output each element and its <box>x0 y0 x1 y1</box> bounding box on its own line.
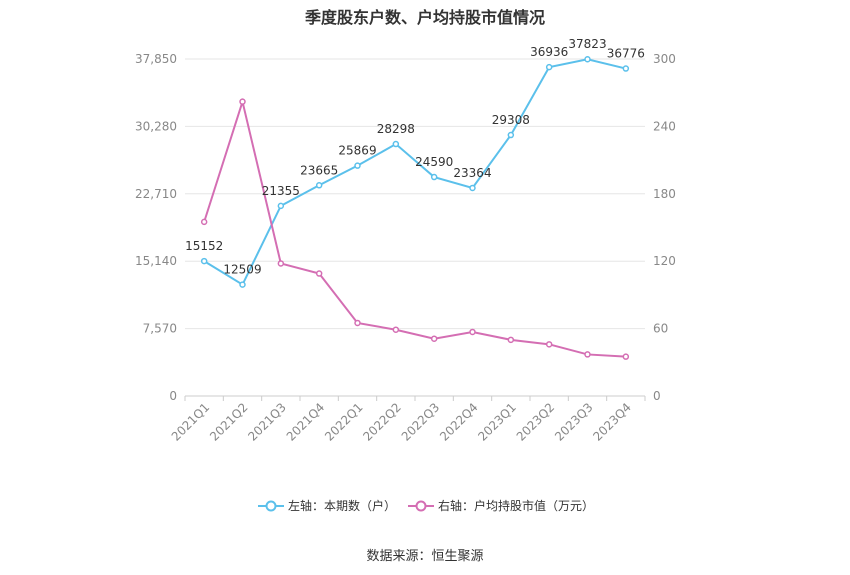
left-axis: 0 7,570 15,140 22,710 30,280 37,850 <box>135 52 177 403</box>
x-axis-tick-label: 2021Q2 <box>207 400 251 444</box>
data-point-right <box>622 353 630 360</box>
data-point-right <box>469 328 476 336</box>
x-axis-tick-label: 2022Q3 <box>399 400 443 444</box>
left-axis-tick-label: 7,570 <box>143 322 177 336</box>
data-label: 36936 <box>530 45 568 59</box>
left-axis-tick-label: 30,280 <box>135 119 177 133</box>
data-point-right <box>354 319 361 327</box>
series-line-left <box>203 58 627 287</box>
data-point-left <box>507 131 515 139</box>
data-label: 28298 <box>377 122 415 136</box>
right-axis-tick-label: 180 <box>653 187 676 201</box>
data-point-left <box>622 65 630 72</box>
x-axis-tick-label: 2022Q4 <box>437 400 481 444</box>
data-point-right <box>507 336 515 344</box>
left-axis-tick-label: 22,710 <box>135 187 177 201</box>
x-axis-tick-label: 2021Q4 <box>284 400 328 444</box>
data-point-left <box>545 63 553 71</box>
x-axis-tick-label: 2023Q1 <box>475 400 519 444</box>
x-axis-tick-label: 2023Q2 <box>514 400 558 444</box>
right-axis-tick-label: 240 <box>653 119 676 133</box>
x-axis-tick-label: 2022Q2 <box>360 400 404 444</box>
legend-label-right-series: 右轴：户均持股市值（万元） <box>438 499 595 513</box>
x-axis-tick-label: 2023Q4 <box>590 400 634 444</box>
legend-marker-left-series <box>258 500 284 511</box>
data-label: 15152 <box>185 239 223 253</box>
legend-label-left-series: 左轴：本期数（户） <box>288 499 397 513</box>
x-axis: 2021Q12021Q22021Q32021Q42022Q12022Q22022… <box>169 396 646 444</box>
right-axis-tick-label: 60 <box>653 322 668 336</box>
data-point-right <box>200 218 208 226</box>
data-point-left <box>315 182 323 189</box>
data-label: 29308 <box>492 113 530 127</box>
data-label: 12509 <box>223 263 261 277</box>
series-line-right <box>203 97 626 358</box>
right-axis-tick-label: 120 <box>653 254 676 268</box>
legend-item-right-series[interactable]: 右轴：户均持股市值（万元） <box>408 497 594 514</box>
data-label: 36776 <box>607 47 645 61</box>
legend-marker-right-series <box>408 500 434 511</box>
data-point-right <box>545 341 553 348</box>
data-label: 25869 <box>338 144 376 158</box>
data-label: 21355 <box>262 184 300 198</box>
right-axis-tick-label: 300 <box>653 52 676 66</box>
left-axis-tick-label: 37,850 <box>135 52 177 66</box>
data-label: 23665 <box>300 163 338 177</box>
right-axis: 0 60 120 180 240 300 <box>653 52 676 403</box>
x-axis-tick-label: 2021Q3 <box>245 400 289 444</box>
legend-item-left-series[interactable]: 左轴：本期数（户） <box>258 497 396 514</box>
data-point-left <box>430 173 438 181</box>
data-point-left <box>392 140 400 148</box>
source-note: 数据来源：恒生聚源 <box>366 549 484 564</box>
data-point-left <box>584 55 591 63</box>
data-point-left <box>277 202 285 210</box>
data-label: 37823 <box>568 37 606 51</box>
data-point-right <box>392 326 400 333</box>
x-axis-tick-label: 2023Q3 <box>552 400 596 444</box>
right-axis-tick-label: 0 <box>653 389 661 403</box>
data-point-left <box>469 184 476 192</box>
data-point-right <box>430 335 438 342</box>
x-axis-tick-label: 2022Q1 <box>322 400 366 444</box>
chart-title: 季度股东户数、户均持股市值情况 <box>304 8 545 27</box>
data-label: 24590 <box>415 155 453 169</box>
data-point-right <box>584 351 591 358</box>
x-axis-tick-label: 2021Q1 <box>169 400 213 444</box>
grid-lines <box>185 58 645 397</box>
data-point-left <box>354 162 361 169</box>
data-point-left <box>239 281 246 288</box>
data-point-left <box>200 257 208 265</box>
data-point-right <box>239 98 246 105</box>
data-label: 23364 <box>453 166 491 180</box>
left-axis-tick-label: 0 <box>169 389 177 403</box>
left-axis-tick-label: 15,140 <box>135 254 177 268</box>
data-point-right <box>315 270 323 277</box>
data-point-right <box>277 260 285 267</box>
series-group <box>200 55 630 360</box>
